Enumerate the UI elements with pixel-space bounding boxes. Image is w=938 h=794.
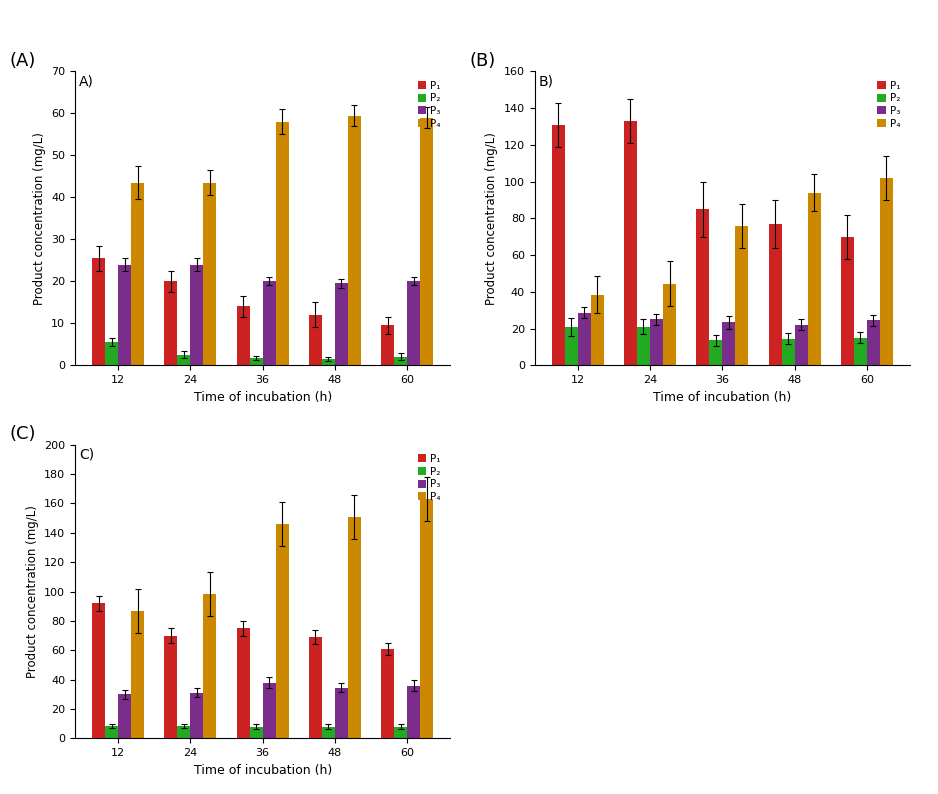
Bar	[204, 183, 217, 365]
Bar	[394, 357, 407, 365]
Bar	[118, 694, 131, 738]
Legend: P₁, P₂, P₃, P₄: P₁, P₂, P₃, P₄	[414, 450, 445, 506]
Bar	[663, 283, 676, 365]
Bar	[263, 683, 276, 738]
Bar	[808, 193, 821, 365]
Bar	[781, 338, 794, 365]
X-axis label: Time of incubation (h): Time of incubation (h)	[653, 391, 792, 403]
X-axis label: Time of incubation (h): Time of incubation (h)	[193, 764, 332, 777]
Legend: P₁, P₂, P₃, P₄: P₁, P₂, P₃, P₄	[414, 77, 445, 133]
Bar	[880, 178, 893, 365]
Bar	[92, 258, 105, 365]
Bar	[164, 281, 177, 365]
Text: (A): (A)	[9, 52, 36, 70]
Bar	[190, 264, 204, 365]
Bar	[854, 337, 867, 365]
Bar	[236, 306, 250, 365]
Bar	[348, 115, 361, 365]
Bar	[867, 320, 880, 365]
Bar	[263, 281, 276, 365]
Text: (C): (C)	[9, 425, 36, 443]
Bar	[578, 313, 591, 365]
Bar	[420, 499, 433, 738]
Y-axis label: Product concentration (mg/L): Product concentration (mg/L)	[485, 132, 498, 305]
Bar	[348, 517, 361, 738]
Text: (B): (B)	[469, 52, 495, 70]
Bar	[250, 357, 263, 365]
Bar	[650, 319, 663, 365]
Bar	[322, 727, 335, 738]
Bar	[420, 118, 433, 365]
Bar	[407, 685, 420, 738]
Bar	[552, 125, 565, 365]
Bar	[105, 726, 118, 738]
Bar	[309, 637, 322, 738]
Y-axis label: Product concentration (mg/L): Product concentration (mg/L)	[33, 132, 46, 305]
Bar	[204, 594, 217, 738]
Text: A): A)	[79, 75, 94, 88]
Bar	[565, 326, 578, 365]
Bar	[118, 264, 131, 365]
Bar	[164, 635, 177, 738]
Bar	[394, 727, 407, 738]
Bar	[92, 603, 105, 738]
Bar	[177, 355, 190, 365]
Legend: P₁, P₂, P₃, P₄: P₁, P₂, P₃, P₄	[873, 77, 904, 133]
Text: C): C)	[79, 448, 94, 461]
Bar	[335, 283, 348, 365]
Bar	[637, 326, 650, 365]
Bar	[322, 359, 335, 365]
Bar	[624, 121, 637, 365]
Bar	[236, 628, 250, 738]
Bar	[381, 326, 394, 365]
Bar	[735, 225, 749, 365]
Text: B): B)	[538, 75, 553, 88]
Bar	[105, 342, 118, 365]
Bar	[709, 341, 722, 365]
Bar	[309, 315, 322, 365]
Bar	[840, 237, 854, 365]
Bar	[794, 325, 808, 365]
Bar	[131, 183, 144, 365]
X-axis label: Time of incubation (h): Time of incubation (h)	[193, 391, 332, 403]
Bar	[696, 209, 709, 365]
Bar	[591, 295, 604, 365]
Y-axis label: Product concentration (mg/L): Product concentration (mg/L)	[25, 505, 38, 678]
Bar	[250, 727, 263, 738]
Bar	[407, 281, 420, 365]
Bar	[276, 121, 289, 365]
Bar	[177, 726, 190, 738]
Bar	[722, 322, 735, 365]
Bar	[190, 693, 204, 738]
Bar	[381, 649, 394, 738]
Bar	[768, 224, 781, 365]
Bar	[335, 688, 348, 738]
Bar	[131, 611, 144, 738]
Bar	[276, 524, 289, 738]
